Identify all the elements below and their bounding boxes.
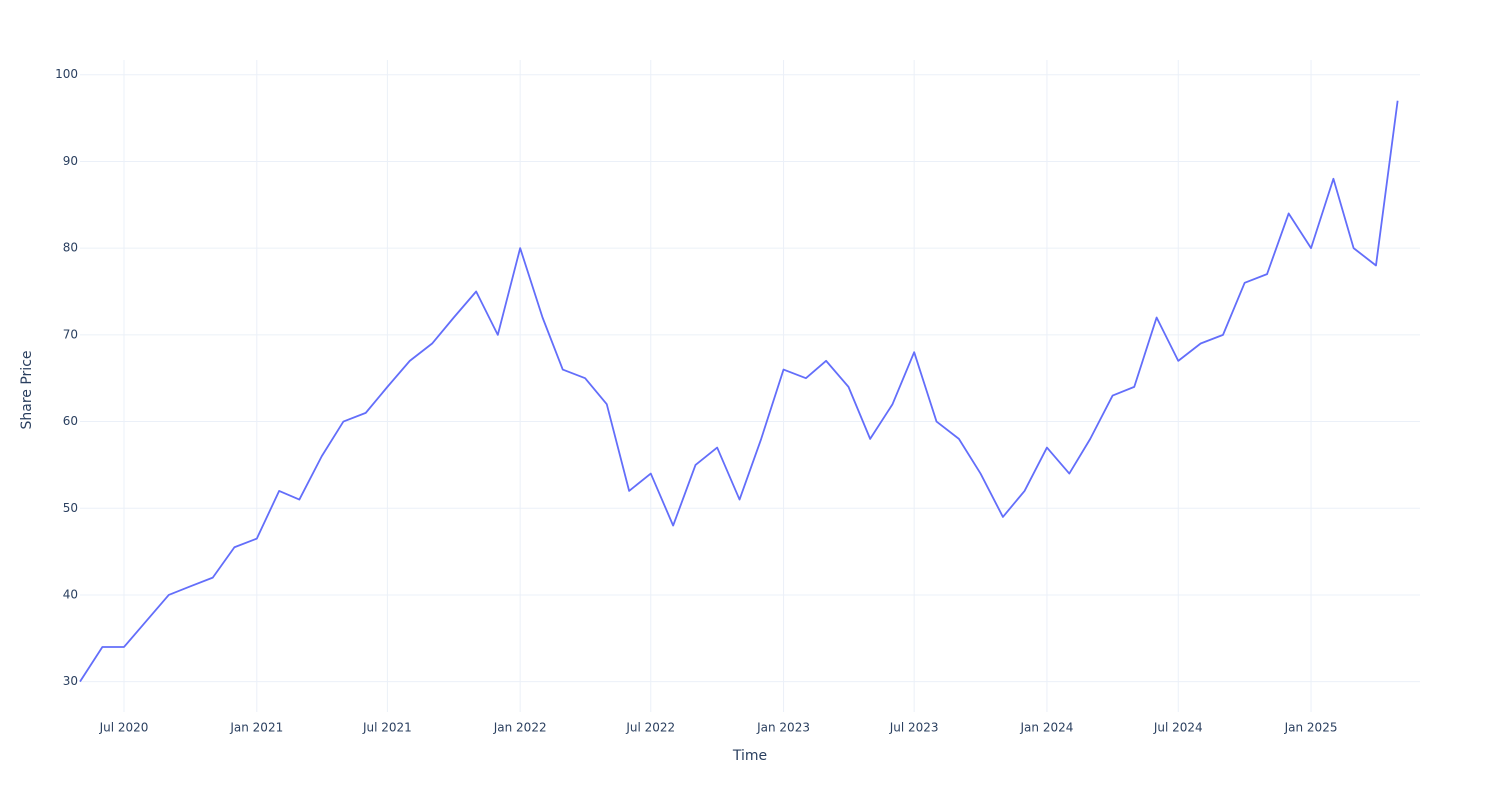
x-tick-label: Jan 2023: [756, 721, 810, 735]
y-tick-label: 30: [63, 674, 78, 688]
x-tick-label: Jan 2024: [1020, 721, 1074, 735]
x-tick-label: Jan 2025: [1284, 721, 1338, 735]
x-tick-label: Jul 2021: [362, 721, 412, 735]
x-tick-label: Jan 2022: [493, 721, 547, 735]
y-tick-label: 100: [55, 67, 78, 81]
x-tick-label: Jul 2020: [99, 721, 149, 735]
price-line: [79, 100, 1399, 683]
x-tick-label: Jul 2024: [1153, 721, 1203, 735]
y-tick-label: 90: [63, 154, 78, 168]
y-tick-label: 50: [63, 501, 78, 515]
x-tick-label: Jul 2022: [625, 721, 675, 735]
y-tick-label: 80: [63, 241, 78, 255]
y-axis-title: Share Price: [19, 350, 35, 429]
y-tick-label: 70: [63, 327, 78, 341]
x-axis-title: Time: [732, 748, 767, 764]
y-tick-label: 60: [63, 414, 78, 428]
x-tick-label: Jul 2023: [889, 721, 939, 735]
y-tick-label: 40: [63, 587, 78, 601]
x-tick-label: Jan 2021: [229, 721, 283, 735]
